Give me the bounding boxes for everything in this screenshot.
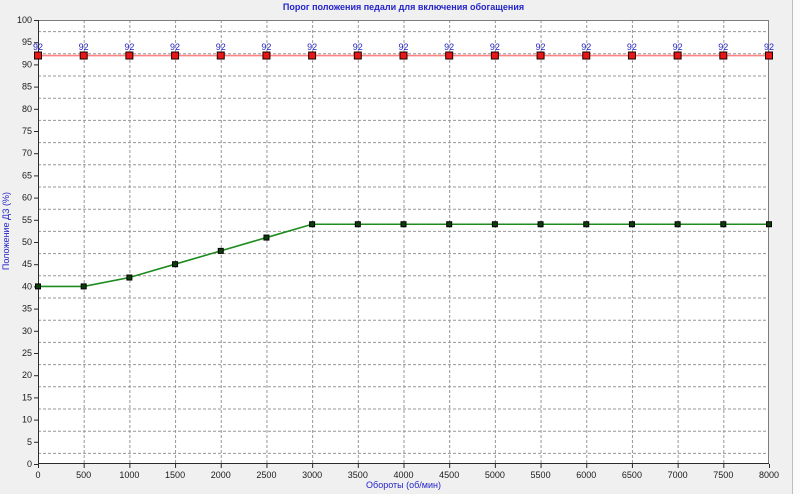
data-point-marker[interactable]	[766, 221, 772, 228]
y-tick-label: 35	[22, 304, 32, 314]
data-point-marker[interactable]	[490, 51, 499, 60]
data-point-marker[interactable]	[446, 221, 453, 228]
data-point-marker[interactable]	[216, 51, 225, 60]
y-tick-label: 75	[22, 126, 32, 136]
x-tick-label: 1000	[119, 470, 139, 480]
data-point-marker[interactable]	[583, 221, 590, 228]
data-point-marker[interactable]	[765, 51, 773, 60]
y-tick-label: 90	[22, 59, 32, 69]
y-tick-label: 100	[17, 15, 32, 25]
y-tick-label: 60	[22, 193, 32, 203]
y-tick-label: 0	[27, 459, 32, 469]
x-tick-label: 3500	[348, 470, 368, 480]
data-point-marker[interactable]	[217, 247, 224, 254]
point-value-label: 92	[627, 42, 637, 52]
data-point-marker[interactable]	[673, 51, 682, 60]
point-value-label: 92	[307, 42, 317, 52]
data-point-marker[interactable]	[172, 261, 179, 268]
data-point-marker[interactable]	[263, 234, 270, 241]
point-value-label: 92	[444, 42, 454, 52]
y-tick-label: 95	[22, 37, 32, 47]
data-point-marker[interactable]	[353, 51, 362, 60]
x-tick-label: 500	[76, 470, 91, 480]
x-tick-label: 8000	[759, 470, 779, 480]
data-point-marker[interactable]	[125, 51, 134, 60]
point-value-label: 92	[170, 42, 180, 52]
y-tick-label: 10	[22, 415, 32, 425]
data-point-marker[interactable]	[80, 283, 87, 290]
data-point-marker[interactable]	[720, 221, 727, 228]
series-enrichment-threshold-upper: 92 92 92 92 92 92 92 92 92 92 92 92 92 92 92 92 92	[33, 42, 774, 60]
y-tick-label: 80	[22, 104, 32, 114]
data-point-marker[interactable]	[262, 51, 271, 60]
y-tick-label: 5	[27, 437, 32, 447]
y-tick-label: 65	[22, 170, 32, 180]
y-tick-label: 85	[22, 82, 32, 92]
data-point-marker[interactable]	[674, 221, 681, 228]
y-tick-label: 20	[22, 370, 32, 380]
y-tick-label: 15	[22, 392, 32, 402]
x-tick-label: 1500	[165, 470, 185, 480]
x-tick-label: 0	[35, 470, 40, 480]
data-point-marker[interactable]	[79, 51, 88, 60]
x-tick-label: 2000	[211, 470, 231, 480]
data-point-marker[interactable]	[400, 221, 407, 228]
point-value-label: 92	[33, 42, 43, 52]
x-tick-label: 5000	[485, 470, 505, 480]
data-point-marker[interactable]	[35, 283, 41, 290]
point-value-label: 92	[718, 42, 728, 52]
x-tick-label: 2500	[256, 470, 276, 480]
data-point-marker[interactable]	[354, 221, 361, 228]
x-tick-label: 4500	[439, 470, 459, 480]
y-tick-label: 50	[22, 237, 32, 247]
y-tick-label: 25	[22, 348, 32, 358]
point-value-label: 92	[581, 42, 591, 52]
data-point-marker[interactable]	[491, 221, 498, 228]
x-axis: 0 500 1000 1500 2000 2500 3000 3500 4000 4500 5000…	[35, 464, 779, 480]
x-tick-label: 7000	[668, 470, 688, 480]
right-panel-splitter[interactable]	[792, 0, 800, 494]
data-point-marker[interactable]	[445, 51, 454, 60]
data-point-marker[interactable]	[719, 51, 728, 60]
y-tick-label: 70	[22, 148, 32, 158]
data-point-marker[interactable]	[171, 51, 180, 60]
y-tick-label: 30	[22, 326, 32, 336]
data-point-marker[interactable]	[399, 51, 408, 60]
point-value-label: 92	[764, 42, 774, 52]
x-tick-label: 6500	[622, 470, 642, 480]
x-tick-label: 4000	[393, 470, 413, 480]
x-axis-title: Обороты (об/мин)	[366, 480, 441, 490]
point-value-label: 92	[261, 42, 271, 52]
data-point-marker[interactable]	[537, 221, 544, 228]
data-point-marker[interactable]	[582, 51, 591, 60]
point-value-label: 92	[216, 42, 226, 52]
point-value-label: 92	[124, 42, 134, 52]
y-tick-label: 40	[22, 281, 32, 291]
grid-lines	[38, 20, 769, 464]
y-axis: 0 5 10 15 20 25 30 35 40 45 50 55 60 65 70 75 80 85 90 95 10…	[17, 15, 38, 469]
x-tick-label: 3000	[302, 470, 322, 480]
point-value-label: 92	[398, 42, 408, 52]
series-pedal-position-threshold	[35, 221, 772, 290]
y-tick-label: 55	[22, 215, 32, 225]
point-value-label: 92	[536, 42, 546, 52]
data-point-marker[interactable]	[627, 51, 636, 60]
point-value-label: 92	[673, 42, 683, 52]
data-point-marker[interactable]	[34, 51, 42, 60]
x-tick-label: 6000	[576, 470, 596, 480]
data-point-marker[interactable]	[308, 51, 317, 60]
point-value-label: 92	[79, 42, 89, 52]
x-tick-label: 7500	[713, 470, 733, 480]
y-tick-label: 45	[22, 259, 32, 269]
point-value-label: 92	[353, 42, 363, 52]
x-tick-label: 5500	[531, 470, 551, 480]
chart-title: Порог положения педали для включения обо…	[282, 2, 525, 12]
data-point-marker[interactable]	[536, 51, 545, 60]
data-point-marker[interactable]	[628, 221, 635, 228]
data-point-marker[interactable]	[309, 221, 316, 228]
data-point-marker[interactable]	[126, 274, 133, 281]
point-value-label: 92	[490, 42, 500, 52]
